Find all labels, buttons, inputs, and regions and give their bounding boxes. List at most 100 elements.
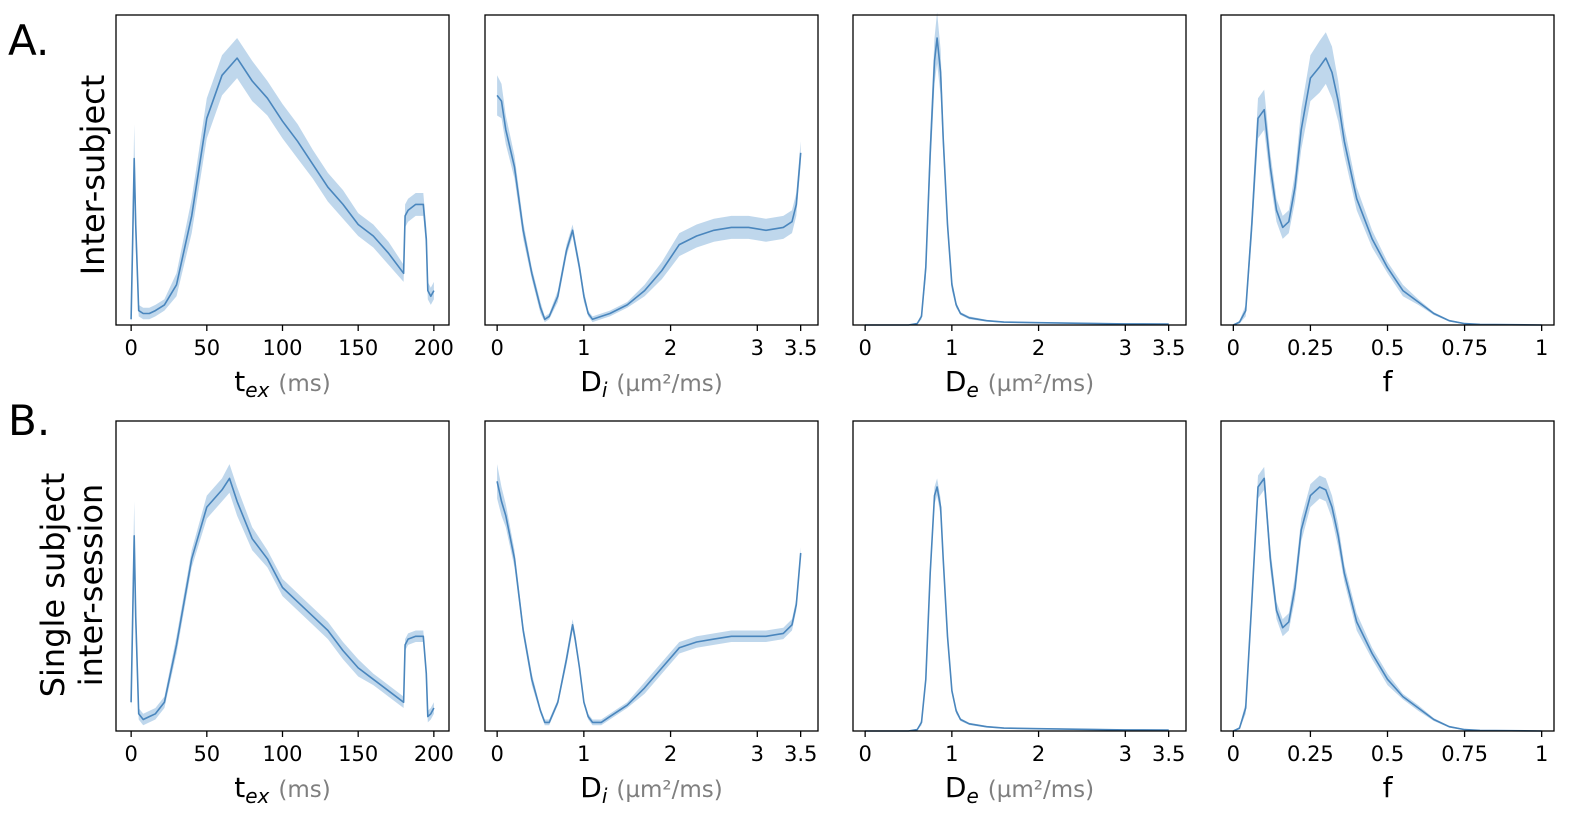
- panel-label-a: A.: [8, 16, 49, 65]
- x-tick-label: 0: [1227, 742, 1240, 766]
- x-axis-unit: (µm²/ms): [616, 371, 722, 397]
- x-tick-label: 1: [577, 336, 590, 360]
- x-tick-label: 2: [664, 336, 677, 360]
- x-tick-label: 0.5: [1371, 336, 1404, 360]
- chart-panel-2-2: 0 1 2 3 3.5 Di (µm²/ms): [484, 420, 819, 808]
- x-tick-label: 0: [858, 742, 871, 766]
- x-axis-label: Di (µm²/ms): [580, 365, 722, 402]
- x-axis-subscript: e: [966, 378, 978, 402]
- x-tick-label: 200: [414, 742, 454, 766]
- x-tick-label: 0: [490, 742, 503, 766]
- series-confidence-band: [1233, 32, 1542, 325]
- axes-frame: [484, 14, 819, 326]
- chart-panel-1-1: 0 50 100 150 200 tex (ms): [115, 14, 454, 402]
- x-tick-label: 0.75: [1441, 336, 1488, 360]
- x-tick-label: 1: [1535, 742, 1548, 766]
- series-confidence-band: [1233, 466, 1542, 731]
- x-tick-label: 3: [751, 742, 764, 766]
- row-label-inter-subject: Inter-subject: [74, 75, 112, 276]
- x-axis-subscript: i: [602, 784, 608, 808]
- x-axis-symbol: f: [1383, 771, 1394, 804]
- x-axis-label: tex (ms): [234, 771, 330, 808]
- axes-frame: [852, 14, 1187, 326]
- x-axis-symbol: t: [234, 771, 245, 804]
- x-tick-label: 0.25: [1287, 742, 1334, 766]
- x-tick-label: 100: [262, 742, 302, 766]
- series-mean-line: [496, 481, 802, 724]
- x-axis-unit: (µm²/ms): [988, 777, 1094, 803]
- series-mean-line: [1232, 57, 1542, 326]
- x-tick-label: 2: [664, 742, 677, 766]
- chart-panel-2-1: 0 50 100 150 200 tex (ms): [115, 420, 454, 808]
- series-confidence-band: [865, 478, 1169, 731]
- x-tick-label: 0: [490, 336, 503, 360]
- x-tick-label: 1: [945, 742, 958, 766]
- axes-frame: [484, 420, 819, 732]
- x-tick-label: 1: [1535, 336, 1548, 360]
- x-axis-unit: (ms): [278, 777, 330, 803]
- series-confidence-band: [131, 464, 434, 726]
- chart-panel-1-2: 0 1 2 3 3.5 Di (µm²/ms): [484, 14, 819, 402]
- x-axis-subscript: ex: [245, 784, 269, 808]
- x-tick-label: 3.5: [1152, 336, 1185, 360]
- x-axis-label: De (µm²/ms): [945, 771, 1094, 808]
- x-axis-unit: (µm²/ms): [988, 371, 1094, 397]
- series-mean-line: [130, 477, 435, 721]
- x-axis-subscript: e: [966, 784, 978, 808]
- x-tick-label: 0: [1227, 336, 1240, 360]
- x-tick-label: 0: [858, 336, 871, 360]
- x-axis-symbol: D: [580, 771, 602, 804]
- axes-frame: [115, 14, 450, 326]
- x-axis-subscript: i: [602, 378, 608, 402]
- x-tick-label: 2: [1032, 742, 1045, 766]
- x-tick-label: 0.5: [1371, 742, 1404, 766]
- axes-frame: [852, 420, 1187, 732]
- x-tick-label: 3.5: [784, 742, 817, 766]
- x-axis-label: tex (ms): [234, 365, 330, 402]
- series-mean-line: [496, 94, 802, 321]
- row-label-single-subject: Single subject: [34, 473, 72, 698]
- x-tick-label: 2: [1032, 336, 1045, 360]
- series-mean-line: [865, 37, 1169, 326]
- x-axis-symbol: D: [945, 365, 967, 398]
- x-axis-label: Di (µm²/ms): [580, 771, 722, 808]
- x-tick-label: 3: [1119, 742, 1132, 766]
- row-label-inter-session: inter-session: [72, 484, 110, 687]
- x-tick-label: 3: [751, 336, 764, 360]
- series-mean-line: [865, 486, 1169, 732]
- x-axis-symbol: t: [234, 365, 245, 398]
- x-axis-subscript: ex: [245, 378, 269, 402]
- x-tick-label: 0.25: [1287, 336, 1334, 360]
- x-tick-label: 1: [577, 742, 590, 766]
- panel-label-b: B.: [8, 396, 50, 445]
- chart-panel-1-3: 0 1 2 3 3.5 De (µm²/ms): [852, 12, 1187, 402]
- x-tick-label: 50: [193, 742, 220, 766]
- x-tick-label: 3.5: [1152, 742, 1185, 766]
- x-axis-symbol: D: [580, 365, 602, 398]
- figure-labels: A. B. Inter-subject Single subject inter…: [8, 16, 112, 697]
- chart-panel-2-4: 0 0.25 0.5 0.75 1 f: [1220, 420, 1555, 804]
- x-axis-unit: (µm²/ms): [616, 777, 722, 803]
- chart-panel-1-4: 0 0.25 0.5 0.75 1 f: [1220, 14, 1555, 398]
- x-axis-label: f: [1383, 365, 1394, 398]
- x-tick-label: 200: [414, 336, 454, 360]
- axes-frame: [115, 420, 450, 732]
- series-confidence-band: [131, 38, 434, 325]
- x-tick-label: 3.5: [784, 336, 817, 360]
- series-confidence-band: [865, 12, 1169, 325]
- x-tick-label: 100: [262, 336, 302, 360]
- x-tick-label: 0: [124, 336, 137, 360]
- series-confidence-band: [497, 464, 801, 726]
- series-mean-line: [130, 57, 435, 320]
- series-mean-line: [1232, 477, 1542, 732]
- x-tick-label: 0: [124, 742, 137, 766]
- chart-panel-2-3: 0 1 2 3 3.5 De (µm²/ms): [852, 420, 1187, 808]
- x-tick-label: 3: [1119, 336, 1132, 360]
- x-tick-label: 50: [193, 336, 220, 360]
- x-tick-label: 150: [338, 336, 378, 360]
- x-axis-symbol: D: [945, 771, 967, 804]
- x-tick-label: 150: [338, 742, 378, 766]
- x-axis-label: f: [1383, 771, 1394, 804]
